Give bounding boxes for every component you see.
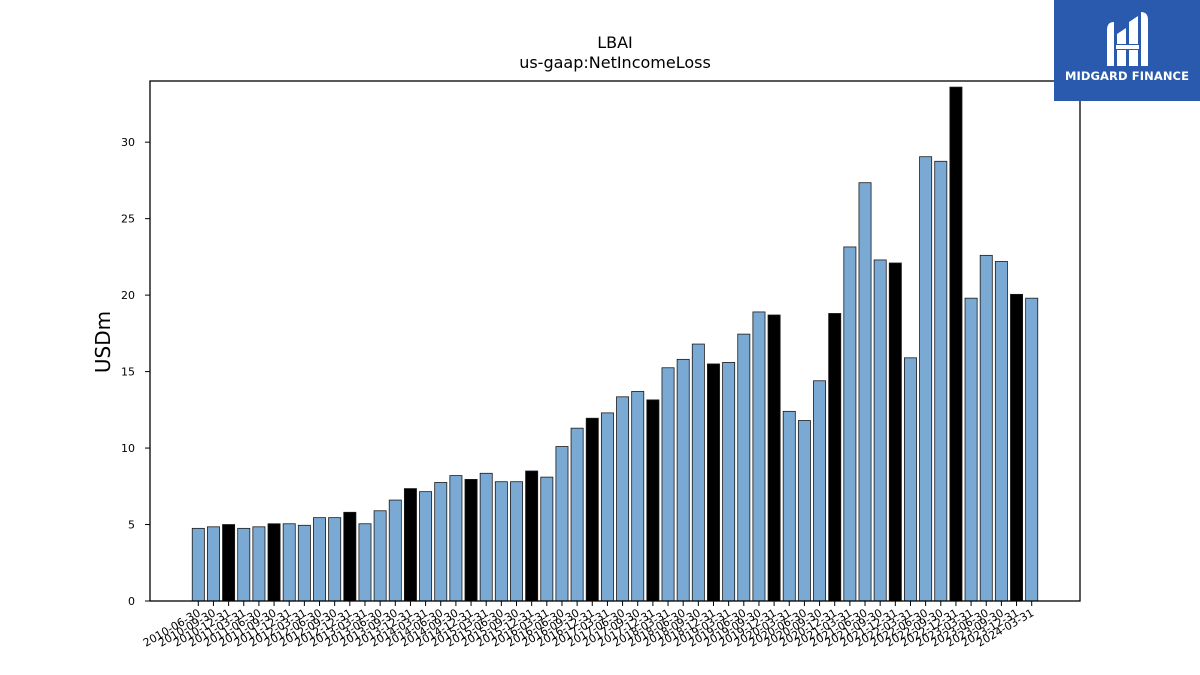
midgard-finance-logo: MIDGARD FINANCE [1054,0,1200,101]
bar-series [191,86,1039,602]
bar-2015-09-30 [510,481,523,602]
bar-2023-06-30 [979,254,993,602]
bar-2020-09-30 [813,380,827,602]
bar-2017-09-30 [631,391,645,602]
y-tick-label: 15 [121,366,135,379]
bar-2013-09-30 [388,499,402,602]
bar-2019-12-31 [767,314,781,602]
bar-2021-12-31 [888,262,902,602]
y-tick-label: 20 [121,289,135,302]
bar-2018-06-30 [676,358,690,602]
bar-2019-06-30 [737,333,751,602]
bar-2019-09-30 [752,311,766,602]
bar-2015-06-30 [494,481,508,602]
bar-2012-09-30 [328,517,342,602]
bar-2020-12-31 [828,313,842,602]
bar-2018-09-30 [691,343,705,602]
bar-2013-12-31 [403,488,417,602]
bar-2014-03-31 [419,491,433,602]
bar-2020-06-30 [797,420,811,602]
y-axis-label: USDm [91,311,115,373]
logo-text: MIDGARD FINANCE [1064,69,1190,83]
bar-2015-03-31 [479,472,493,602]
bar-2018-12-31 [707,363,720,602]
y-axis: 0 5 10 15 20 25 30 [121,136,150,608]
bar-2023-09-30 [994,261,1008,602]
bar-2012-06-30 [313,517,326,602]
bar-2022-03-31 [904,357,917,602]
y-tick-label: 30 [121,136,135,149]
bar-2013-03-31 [358,523,372,602]
bar-2014-12-31 [464,479,478,602]
chart-title: LBAI [597,33,633,52]
bar-2017-03-31 [600,412,614,602]
bar-2023-12-31 [1010,293,1024,602]
bar-2014-09-30 [449,475,463,602]
bar-2011-03-31 [237,527,251,602]
bar-2011-06-30 [252,526,266,602]
bar-2022-12-31 [949,86,963,602]
bar-2016-09-30 [570,427,584,602]
bar-2012-03-31 [297,524,311,602]
bar-2016-12-31 [585,417,599,602]
bar-2012-12-31 [343,511,357,602]
y-tick-label: 5 [128,519,135,532]
y-tick-label: 0 [128,595,135,608]
bar-2020-03-31 [782,410,796,602]
bar-2015-12-31 [525,470,539,602]
chart-subtitle: us-gaap:NetIncomeLoss [519,53,711,72]
bar-2016-06-30 [555,446,569,602]
x-axis: 2010-06-302010-09-302010-12-312011-03-31… [141,601,1036,650]
bar-2021-03-31 [843,246,857,602]
bar-2017-12-31 [646,399,660,602]
bar-2023-03-31 [964,297,978,602]
y-tick-label: 25 [121,213,135,226]
bar-2017-06-30 [616,396,630,602]
y-tick-label: 10 [121,442,135,455]
bar-2022-06-30 [919,156,933,602]
bar-2024-03-31 [1025,297,1039,602]
bar-2014-06-30 [434,482,448,602]
bar-2016-03-31 [540,476,554,602]
bar-2011-12-31 [282,523,296,602]
bar-2010-12-31 [222,524,236,602]
bar-2010-09-30 [206,526,220,602]
midgard-logo-mark-icon [1107,12,1148,66]
bar-2018-03-31 [661,367,675,602]
bar-2021-06-30 [858,182,872,602]
bar-2010-06-30 [191,527,205,602]
bar-2022-09-30 [934,160,948,602]
bar-2013-06-30 [373,510,387,602]
bar-2021-09-30 [873,259,887,602]
bar-2011-09-30 [267,523,281,602]
bar-2019-03-31 [722,362,736,602]
plot-frame [149,80,1081,602]
